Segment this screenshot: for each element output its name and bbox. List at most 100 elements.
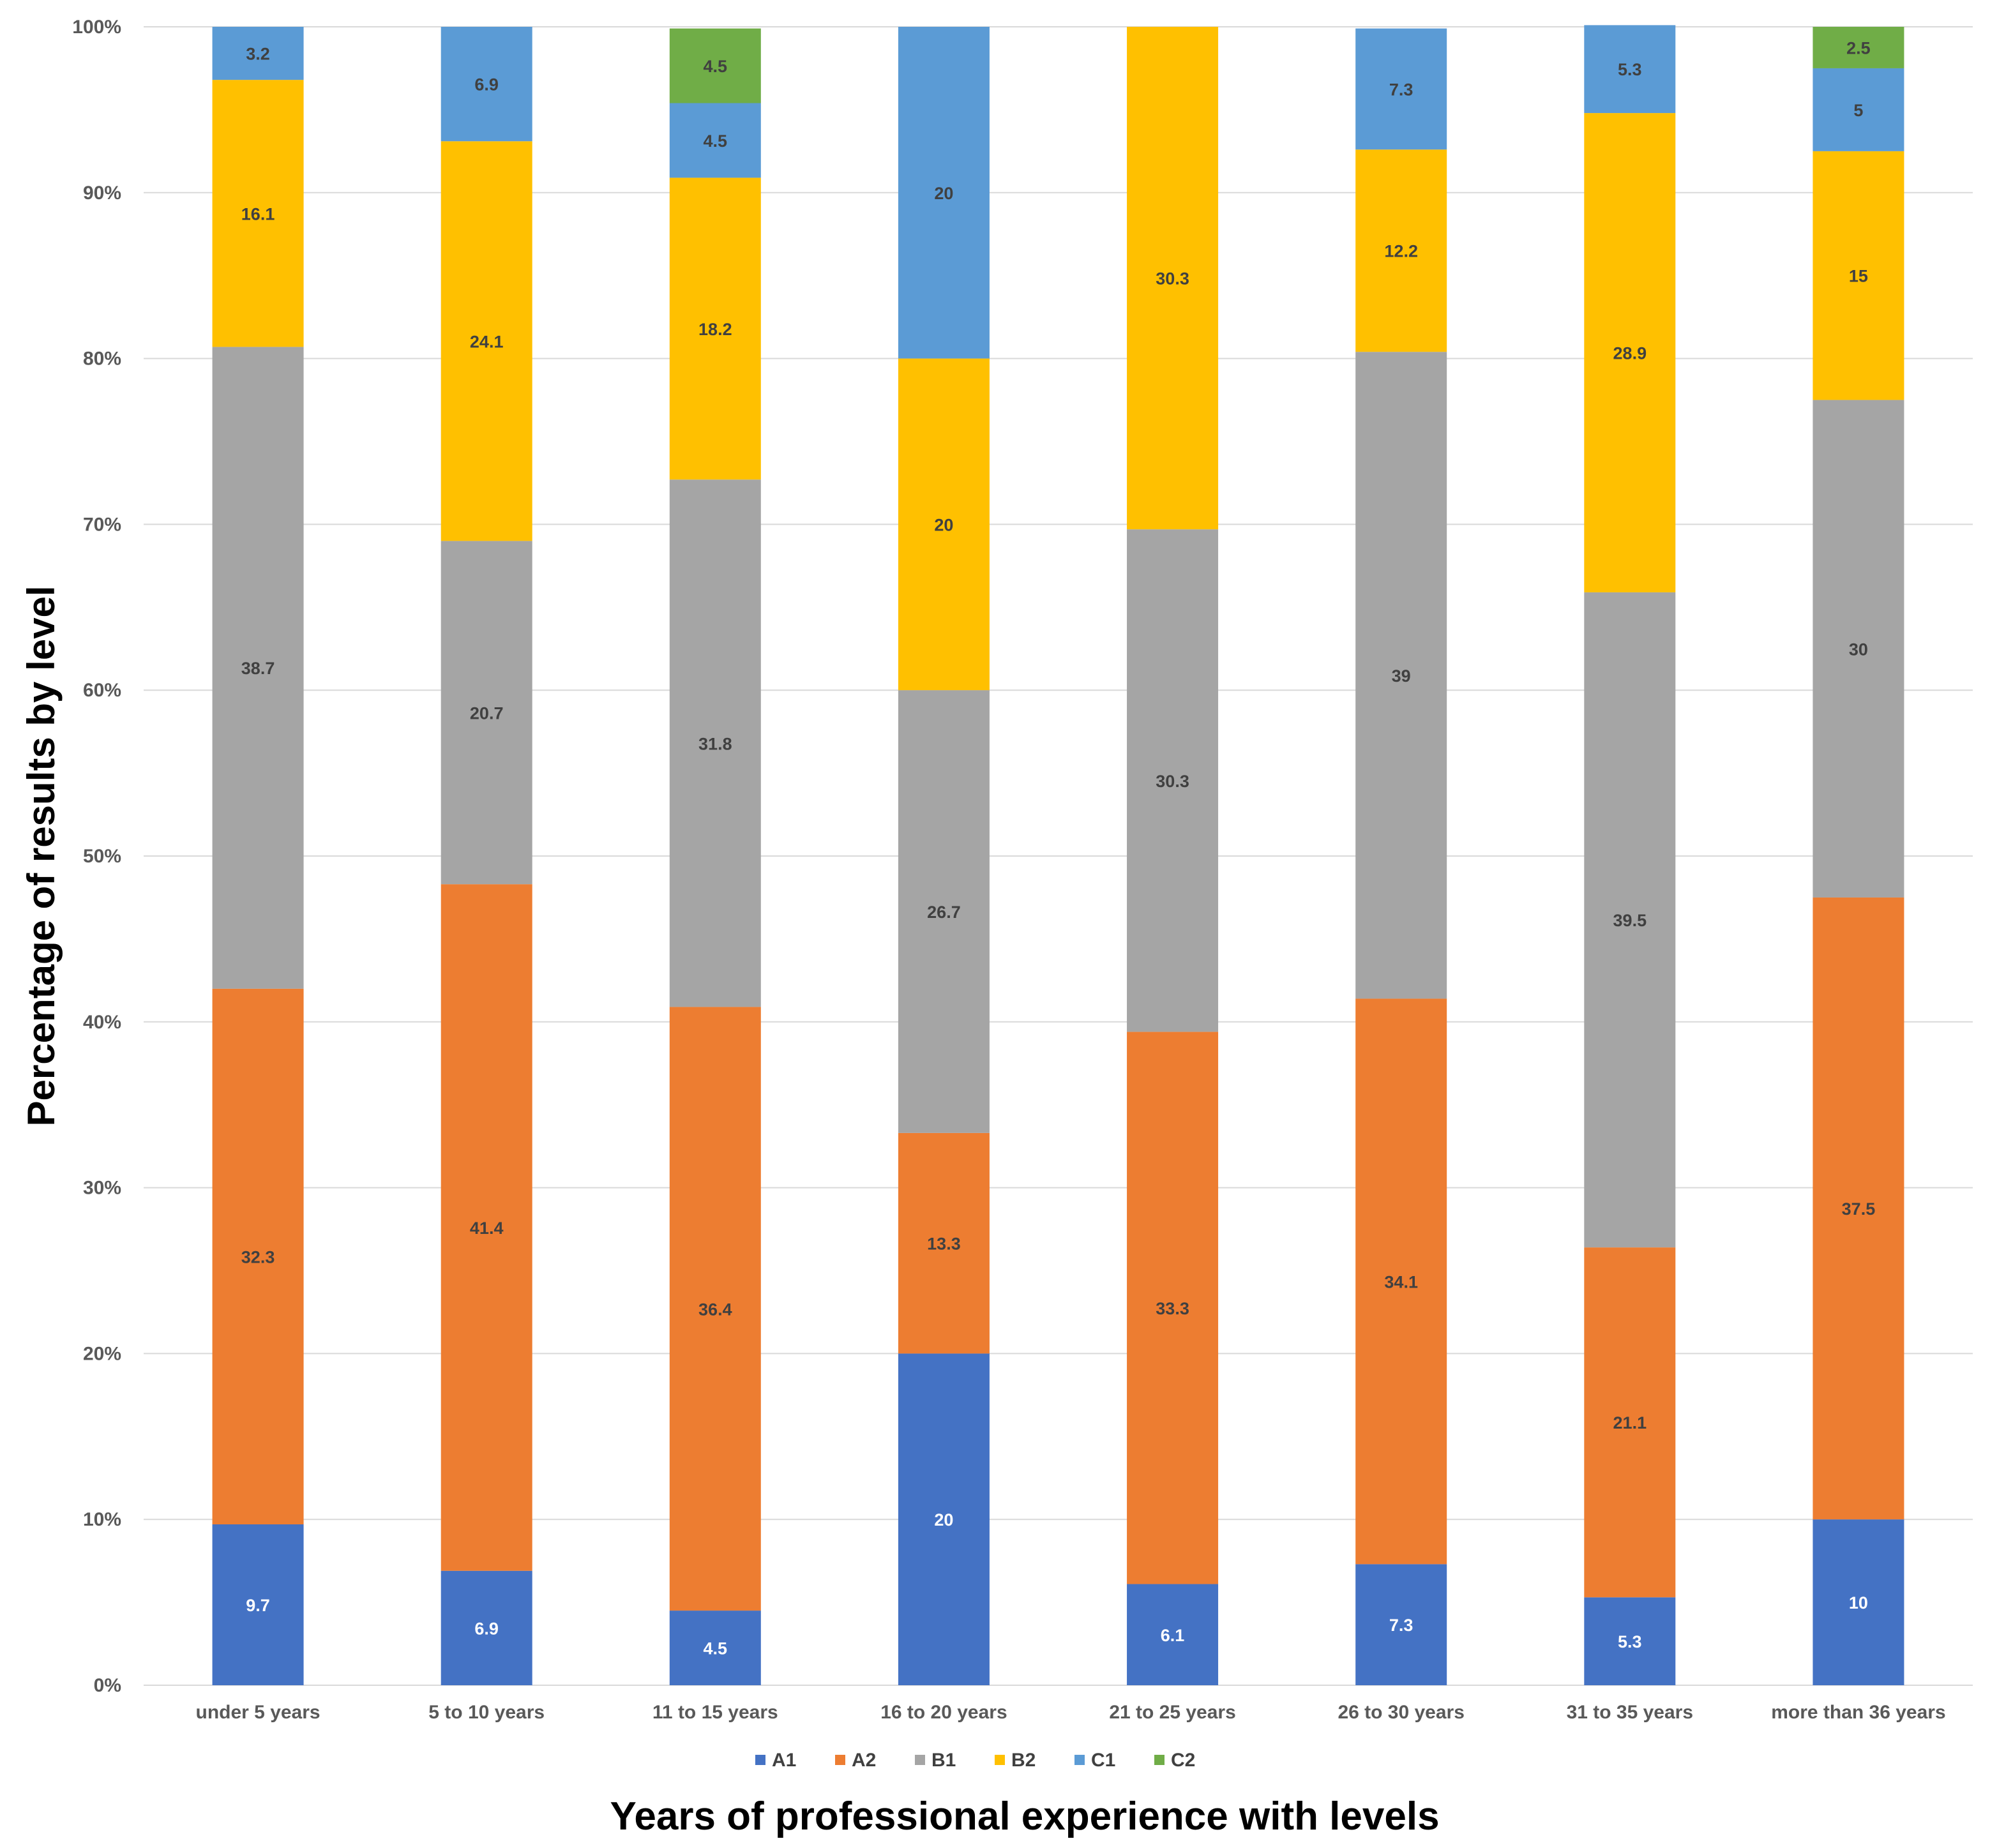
data-label: 2.5	[1846, 38, 1871, 57]
legend: A1 A2 B1 B2 C1 C2	[755, 1750, 1195, 1771]
data-label: 39	[1392, 666, 1411, 686]
x-tick-label: 5 to 10 years	[428, 1702, 545, 1723]
y-tick-label: 100%	[72, 17, 121, 38]
bar-segment-a1	[1813, 1519, 1904, 1685]
data-label: 18.2	[698, 320, 732, 339]
bar-segment-b1	[898, 690, 990, 1133]
x-tick-label: 31 to 35 years	[1567, 1702, 1693, 1723]
bar-segment-a1	[1584, 1597, 1676, 1685]
bar-segment-c2	[1813, 27, 1904, 68]
data-label: 38.7	[241, 659, 275, 678]
bar-segment-b2	[212, 80, 304, 347]
legend-label-c1: C1	[1091, 1750, 1115, 1771]
legend-swatch-a1	[755, 1755, 765, 1765]
bar-segment-a2	[669, 1007, 761, 1611]
bar-segment-a2	[441, 884, 532, 1571]
bar-segment-a1	[669, 1611, 761, 1685]
data-label: 13.3	[927, 1235, 961, 1254]
bar-segment-b2	[669, 177, 761, 480]
bar-segment-b2	[1127, 27, 1219, 530]
x-tick-label: 16 to 20 years	[880, 1702, 1007, 1723]
legend-swatch-c1	[1074, 1755, 1085, 1765]
y-tick-label: 30%	[83, 1178, 121, 1199]
bar-segment-c1	[441, 27, 532, 142]
data-label: 10	[1849, 1593, 1868, 1612]
data-label: 9.7	[246, 1596, 270, 1615]
data-label: 4.5	[704, 57, 728, 76]
data-label: 26.7	[927, 903, 961, 922]
bar-segment-a1	[441, 1570, 532, 1685]
data-label: 3.2	[246, 45, 270, 64]
y-tick-label: 80%	[83, 349, 121, 370]
data-label: 33.3	[1156, 1299, 1189, 1318]
bar-segment-b1	[441, 541, 532, 885]
bar-segment-c1	[1584, 25, 1676, 114]
data-label: 32.3	[241, 1247, 275, 1266]
y-tick-label: 20%	[83, 1343, 121, 1364]
data-label: 30	[1849, 640, 1868, 659]
data-label: 4.5	[704, 1639, 728, 1658]
bar-segment-c2	[669, 28, 761, 103]
bar-segment-b1	[1584, 592, 1676, 1248]
legend-label-a2: A2	[852, 1750, 876, 1771]
x-axis-ticks: under 5 years 5 to 10 years 11 to 15 years…	[196, 1702, 1946, 1723]
data-label: 34.1	[1384, 1272, 1418, 1291]
data-label: 20	[934, 515, 953, 534]
x-tick-label: 21 to 25 years	[1109, 1702, 1235, 1723]
bar-segment-a2	[1584, 1247, 1676, 1598]
legend-label-c2: C2	[1171, 1750, 1195, 1771]
legend-label-b1: B1	[931, 1750, 956, 1771]
data-label: 7.3	[1389, 1616, 1413, 1635]
legend-swatch-b1	[915, 1755, 925, 1765]
data-label: 39.5	[1613, 911, 1647, 930]
bar-segment-b2	[898, 358, 990, 691]
data-label: 36.4	[698, 1300, 732, 1319]
data-label: 16.1	[241, 204, 275, 223]
x-tick-label: under 5 years	[196, 1702, 320, 1723]
data-label: 6.1	[1161, 1626, 1185, 1645]
x-tick-label: more than 36 years	[1771, 1702, 1945, 1723]
bar-segment-a1	[212, 1524, 304, 1685]
y-axis-ticks: 0% 10% 20% 30% 40% 50% 60% 70% 80% 90% 100%	[72, 17, 121, 1696]
legend-swatch-a2	[835, 1755, 845, 1765]
bar-segment-a2	[1813, 897, 1904, 1520]
bar-segment-a1	[1355, 1564, 1447, 1685]
bar-segment-c1	[898, 27, 990, 359]
gridlines	[144, 26, 1973, 1686]
data-label: 24.1	[470, 332, 504, 351]
bar-segment-b1	[669, 479, 761, 1007]
y-tick-label: 10%	[83, 1509, 121, 1530]
data-label: 41.4	[470, 1219, 504, 1238]
bar-segment-a2	[1355, 998, 1447, 1565]
bars: 9.7 32.3 38.7 16.1 3.2 6.9 41.4 20.7 24.1 6.9 4.5 3…	[212, 25, 1904, 1685]
data-label: 37.5	[1842, 1199, 1876, 1219]
bar-segment-b2	[441, 141, 532, 541]
x-tick-label: 26 to 30 years	[1338, 1702, 1464, 1723]
legend-swatch-c2	[1154, 1755, 1165, 1765]
bar-segment-c1	[212, 27, 304, 80]
data-label: 21.1	[1613, 1413, 1647, 1432]
bar-segment-a2	[212, 988, 304, 1524]
bar-segment-b1	[1813, 400, 1904, 898]
bar-segment-b2	[1584, 113, 1676, 592]
legend-swatch-b2	[995, 1755, 1005, 1765]
bar-segment-a2	[1127, 1032, 1219, 1584]
bar-segment-b2	[1813, 151, 1904, 400]
data-label: 6.9	[474, 1619, 499, 1638]
bar-segment-a1	[898, 1353, 990, 1685]
y-tick-label: 50%	[83, 846, 121, 867]
x-tick-label: 11 to 15 years	[652, 1702, 778, 1723]
data-label: 5	[1853, 101, 1863, 120]
bar-segment-c1	[1355, 28, 1447, 150]
bar-segment-a1	[1127, 1584, 1219, 1685]
bar-segment-a2	[898, 1132, 990, 1354]
bar-segment-b2	[1355, 149, 1447, 352]
bar-segment-b1	[1355, 352, 1447, 999]
y-tick-label: 60%	[83, 680, 121, 701]
bar-segment-b1	[212, 347, 304, 989]
y-tick-label: 40%	[83, 1012, 121, 1033]
data-label: 7.3	[1389, 80, 1413, 99]
y-tick-label: 90%	[83, 183, 121, 204]
data-label: 4.5	[704, 131, 728, 151]
data-label: 12.2	[1384, 242, 1418, 261]
